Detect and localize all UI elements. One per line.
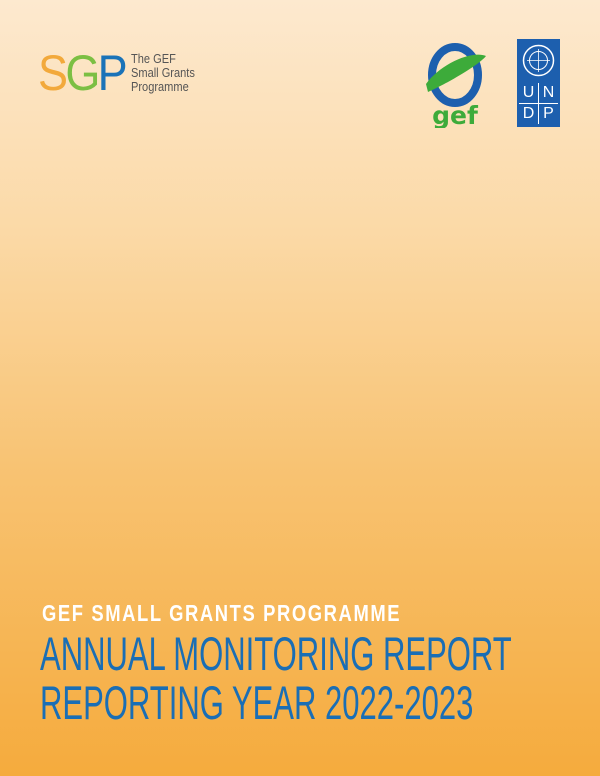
un-emblem-icon [522, 44, 555, 77]
sgp-text-line: The GEF [130, 51, 176, 66]
sgp-letter-s: S [38, 45, 68, 101]
sgp-text-line: Programme [130, 79, 189, 94]
cover-subtitle: GEF SMALL GRANTS PROGRAMME [42, 600, 402, 626]
undp-letter: U [522, 84, 535, 101]
gef-ring-icon [428, 43, 482, 107]
gef-swoosh-icon [426, 54, 486, 92]
sgp-letter-p: P [97, 45, 128, 101]
undp-letter: N [542, 84, 555, 101]
cover-title-line1: ANNUAL MONITORING REPORT [40, 627, 512, 680]
sgp-logo-text: The GEF Small Grants Programme [131, 52, 195, 94]
sgp-logo: SGP The GEF Small Grants Programme [38, 48, 206, 98]
sgp-text-line: Small Grants [130, 65, 195, 80]
sgp-letter-g: G [65, 45, 100, 101]
undp-letter: D [522, 105, 535, 122]
cover-title-line2: REPORTING YEAR 2022-2023 [40, 676, 474, 729]
gef-wordmark: gef [432, 101, 479, 128]
undp-divider [519, 103, 558, 104]
undp-letter: P [543, 105, 554, 122]
undp-logo: U N D P [517, 39, 560, 127]
gef-logo: gef [426, 43, 486, 128]
sgp-letters: SGP [38, 45, 128, 101]
